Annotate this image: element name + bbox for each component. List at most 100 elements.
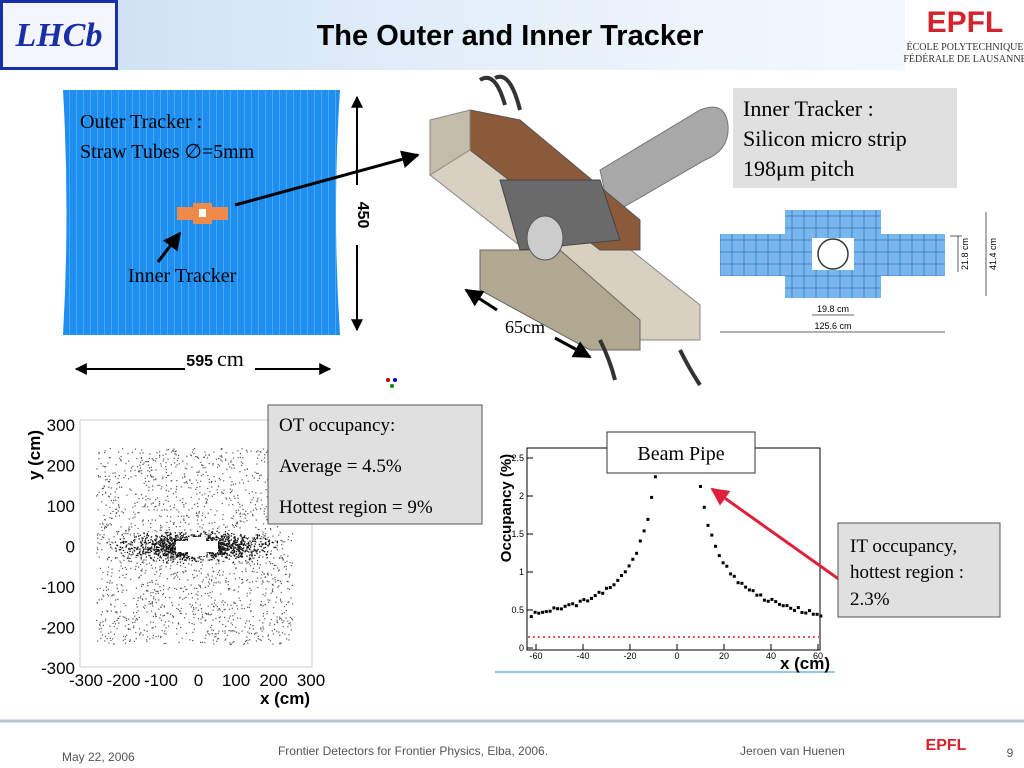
occupancy-dot (762, 598, 766, 602)
hit-dot (158, 599, 160, 601)
hit-dot (247, 606, 249, 608)
hit-dot (249, 587, 251, 589)
hit-dot (209, 552, 211, 554)
hit-dot (152, 459, 154, 461)
hit-dot (210, 554, 213, 556)
hit-dot (253, 477, 255, 479)
hit-dot (148, 509, 150, 511)
hit-dot (206, 613, 208, 615)
hit-dot (189, 603, 191, 605)
hit-dot (114, 547, 116, 549)
hit-dot (216, 559, 218, 561)
hit-dot (104, 479, 107, 481)
x-tick-label: -100 (144, 671, 178, 690)
hit-dot (265, 489, 267, 491)
hit-dot (181, 637, 183, 639)
hit-dot (118, 451, 120, 453)
hit-dot (140, 457, 142, 459)
hit-dot (243, 543, 245, 546)
hit-dot (123, 538, 125, 540)
hit-dot (247, 561, 249, 563)
hit-dot (222, 549, 224, 551)
hit-dot (152, 621, 154, 623)
hit-dot (193, 577, 195, 579)
hit-dot (110, 512, 112, 514)
hit-dot (218, 546, 220, 548)
hit-dot (105, 526, 107, 528)
hit-dot (111, 582, 113, 584)
hit-dot (185, 553, 187, 555)
x-tick-label: 60 (813, 651, 823, 661)
hit-dot (156, 590, 158, 593)
hit-dot (238, 549, 240, 552)
occupancy-dot (759, 593, 763, 597)
hit-dot (118, 549, 120, 551)
hit-dot (205, 498, 207, 500)
hit-dot (128, 460, 130, 462)
hit-dot (191, 574, 194, 576)
hit-dot (279, 618, 281, 620)
hit-dot (153, 549, 156, 552)
hit-dot (246, 636, 248, 638)
hit-dot (180, 537, 182, 539)
hit-dot (245, 510, 247, 512)
hit-dot (179, 536, 182, 538)
hit-dot (191, 597, 193, 599)
hit-dot (159, 529, 161, 531)
hit-dot (179, 533, 181, 536)
hit-dot (194, 448, 196, 450)
hit-dot (148, 480, 150, 482)
hit-dot (226, 549, 228, 551)
hit-dot (155, 599, 157, 601)
hit-dot (174, 538, 176, 540)
hit-dot (173, 541, 175, 543)
hit-dot (151, 458, 153, 460)
width-unit: cm (217, 346, 244, 371)
hit-dot (208, 614, 210, 616)
hit-dot (170, 549, 172, 551)
hit-dot (234, 554, 236, 556)
hit-dot (219, 574, 221, 576)
hit-dot (146, 534, 148, 536)
hit-dot (107, 595, 110, 597)
occupancy-dot (706, 523, 710, 527)
hit-dot (263, 523, 265, 525)
hit-dot (287, 601, 289, 603)
hit-dot (164, 539, 166, 541)
hit-dot (253, 557, 255, 559)
hit-dot (185, 552, 187, 554)
hit-dot (264, 576, 266, 578)
hit-dot (271, 590, 273, 592)
hit-dot (179, 538, 181, 540)
hit-dot (163, 546, 165, 549)
hit-dot (179, 596, 181, 599)
hit-dot (142, 519, 144, 521)
hit-dot (226, 468, 228, 470)
hit-dot (115, 513, 117, 515)
axis-glyph (393, 378, 397, 382)
hit-dot (199, 585, 201, 587)
hit-dot (185, 502, 187, 504)
hit-dot (207, 474, 209, 477)
hit-dot (100, 637, 102, 640)
hit-dot (158, 500, 161, 503)
hit-dot (208, 535, 210, 537)
hit-dot (166, 515, 168, 517)
hit-dot (170, 488, 172, 490)
hit-dot (128, 547, 130, 550)
hit-dot (253, 540, 255, 542)
hit-dot (209, 633, 211, 636)
hit-dot (243, 550, 245, 552)
hit-dot (140, 541, 142, 543)
hit-dot (283, 606, 286, 608)
hit-dot (255, 507, 257, 509)
hit-dot (274, 628, 276, 630)
hit-dot (142, 497, 144, 499)
hit-dot (218, 538, 220, 540)
hit-dot (157, 497, 159, 499)
hit-dot (149, 551, 151, 554)
hit-dot (160, 541, 162, 543)
hit-dot (208, 478, 210, 480)
hit-dot (281, 548, 284, 550)
hit-dot (130, 547, 132, 549)
